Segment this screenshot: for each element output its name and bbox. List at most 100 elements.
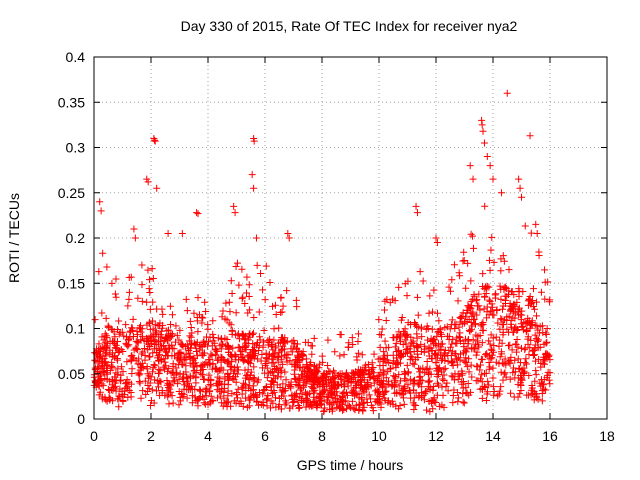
data-point <box>478 371 486 379</box>
data-point <box>171 352 179 360</box>
data-point <box>124 302 132 310</box>
data-point <box>141 356 149 364</box>
data-point <box>180 381 188 389</box>
data-point <box>195 311 203 319</box>
data-point <box>371 387 379 395</box>
data-point <box>391 297 399 305</box>
data-point <box>483 153 491 161</box>
data-point <box>436 403 444 411</box>
data-point <box>326 368 334 376</box>
data-point <box>526 292 534 300</box>
data-point <box>454 389 462 397</box>
data-point <box>331 385 339 393</box>
data-point <box>389 360 397 368</box>
data-point <box>106 386 114 394</box>
data-point <box>546 296 554 304</box>
data-point <box>524 333 532 341</box>
data-point <box>263 396 271 404</box>
data-point <box>206 388 214 396</box>
data-point <box>194 328 202 336</box>
data-point <box>543 325 551 332</box>
data-point <box>542 354 550 362</box>
data-point <box>102 314 110 322</box>
data-point <box>151 340 159 348</box>
data-point <box>433 239 441 247</box>
data-point <box>248 354 256 362</box>
data-point <box>456 356 464 364</box>
data-point <box>485 337 493 345</box>
data-point <box>313 367 321 375</box>
data-point <box>448 316 456 324</box>
data-point <box>455 323 463 331</box>
data-point <box>546 356 554 364</box>
data-point <box>184 382 192 390</box>
data-point <box>139 348 147 356</box>
data-point <box>413 322 421 330</box>
data-point <box>414 379 422 387</box>
data-point <box>458 380 466 388</box>
data-point <box>507 389 515 397</box>
data-point <box>293 359 301 367</box>
data-point <box>230 375 238 383</box>
data-point <box>546 380 554 388</box>
data-point <box>125 295 133 303</box>
data-point <box>376 381 384 389</box>
data-point <box>111 352 119 360</box>
data-point <box>487 307 495 315</box>
data-point <box>363 378 371 386</box>
data-point <box>481 293 489 301</box>
data-point <box>219 307 227 315</box>
data-point <box>489 175 497 183</box>
data-point <box>154 383 162 391</box>
data-point <box>455 372 463 380</box>
data-point <box>348 334 356 342</box>
data-point <box>382 316 390 324</box>
data-point <box>454 297 462 305</box>
data-point <box>196 386 204 394</box>
data-point <box>97 372 105 380</box>
data-point <box>469 175 477 183</box>
data-point <box>123 358 131 366</box>
data-point <box>104 361 112 369</box>
data-point <box>111 290 119 298</box>
data-point <box>496 282 504 290</box>
data-point <box>185 337 193 345</box>
data-point <box>265 351 273 359</box>
data-point <box>253 378 261 386</box>
data-point <box>437 330 445 338</box>
data-point <box>137 394 145 402</box>
data-point <box>393 333 401 341</box>
data-point <box>269 367 277 375</box>
data-point <box>288 348 296 356</box>
data-point <box>494 392 502 400</box>
data-point <box>447 352 455 360</box>
data-point <box>96 198 104 206</box>
data-point <box>420 369 428 377</box>
data-point <box>496 387 504 395</box>
y-tick-label: 0.25 <box>58 185 85 201</box>
data-point <box>144 374 152 382</box>
data-point <box>514 355 522 363</box>
data-point <box>226 308 234 316</box>
data-point <box>160 355 168 363</box>
data-point <box>292 296 300 304</box>
data-point <box>486 297 494 305</box>
data-point <box>228 353 236 361</box>
data-point <box>270 372 278 380</box>
data-point <box>310 362 318 370</box>
data-point <box>521 346 529 354</box>
x-tick-label: 16 <box>542 428 558 444</box>
data-point <box>324 361 332 369</box>
data-point <box>103 376 111 384</box>
data-point <box>409 337 417 345</box>
data-point <box>197 342 205 350</box>
data-point <box>360 389 368 397</box>
data-point <box>310 334 318 342</box>
data-point <box>401 280 409 288</box>
data-point <box>543 350 551 358</box>
data-point <box>441 356 449 364</box>
data-point <box>352 377 360 385</box>
data-point <box>538 397 546 405</box>
data-point <box>388 381 396 389</box>
data-point <box>449 362 457 370</box>
